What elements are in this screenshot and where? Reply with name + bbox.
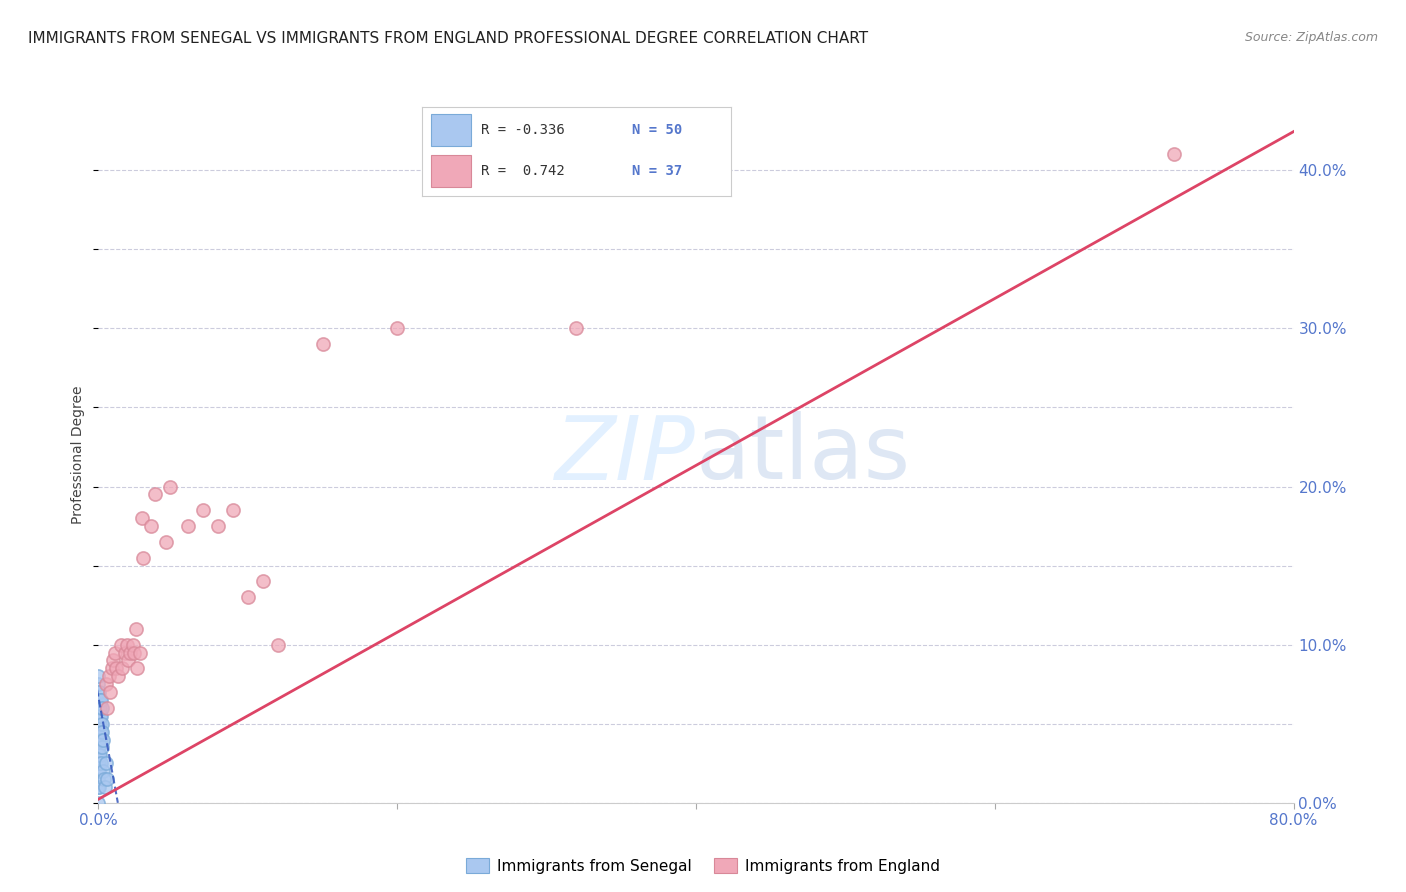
Point [87, 708, 110, 723]
Text: N = 37: N = 37 [633, 164, 682, 178]
Point [87, 693, 110, 707]
FancyBboxPatch shape [432, 155, 471, 187]
Point [91, 701, 114, 715]
Point [89, 748, 111, 763]
Point [89, 724, 111, 739]
Point [132, 550, 155, 565]
Point [87, 708, 110, 723]
Point [87, 732, 110, 747]
Point [143, 487, 166, 501]
Point [87, 764, 110, 779]
Point [565, 321, 588, 335]
Point [87, 780, 110, 794]
Point [89, 693, 111, 707]
Text: Source: ZipAtlas.com: Source: ZipAtlas.com [1244, 31, 1378, 45]
Point [87, 677, 110, 691]
Point [87, 740, 110, 755]
Point [110, 638, 132, 652]
Point [87, 748, 110, 763]
Point [155, 534, 177, 549]
Point [267, 638, 290, 652]
Point [91, 764, 114, 779]
Point [89, 740, 111, 755]
Point [87, 780, 110, 794]
Point [139, 519, 162, 533]
Point [1163, 147, 1185, 161]
Point [89, 724, 111, 739]
Point [87, 701, 110, 715]
Point [87, 685, 110, 699]
Point [177, 519, 200, 533]
Point [94, 756, 117, 771]
Point [222, 503, 245, 517]
Point [121, 638, 143, 652]
Point [87, 701, 110, 715]
Point [89, 756, 111, 771]
Text: IMMIGRANTS FROM SENEGAL VS IMMIGRANTS FROM ENGLAND PROFESSIONAL DEGREE CORRELATI: IMMIGRANTS FROM SENEGAL VS IMMIGRANTS FR… [28, 31, 869, 46]
Text: ZIP: ZIP [555, 412, 696, 498]
Point [111, 661, 134, 675]
Point [87, 716, 110, 731]
Point [87, 716, 110, 731]
Point [87, 693, 110, 707]
Point [105, 661, 128, 675]
Point [100, 685, 122, 699]
Point [90, 740, 112, 755]
Legend: Immigrants from Senegal, Immigrants from England: Immigrants from Senegal, Immigrants from… [460, 852, 946, 880]
Point [87, 772, 110, 786]
Point [89, 748, 111, 763]
Point [114, 646, 136, 660]
Point [89, 716, 111, 731]
Point [117, 653, 139, 667]
Point [311, 337, 333, 351]
Text: R = -0.336: R = -0.336 [481, 123, 564, 137]
Point [93, 772, 115, 786]
Point [103, 653, 125, 667]
Point [93, 732, 115, 747]
Text: R =  0.742: R = 0.742 [481, 164, 564, 178]
Point [115, 638, 138, 652]
Point [97, 669, 120, 683]
FancyBboxPatch shape [432, 114, 471, 146]
Point [207, 519, 229, 533]
Point [129, 646, 152, 660]
Point [87, 669, 110, 683]
Point [90, 756, 112, 771]
Point [87, 796, 110, 810]
Point [236, 591, 259, 605]
Text: N = 50: N = 50 [633, 123, 682, 137]
Point [96, 772, 118, 786]
Point [159, 479, 181, 493]
Point [89, 732, 111, 747]
Point [89, 701, 111, 715]
Point [385, 321, 409, 335]
Point [87, 764, 110, 779]
Point [89, 708, 111, 723]
Point [89, 701, 111, 715]
Text: atlas: atlas [696, 411, 911, 499]
Point [90, 708, 112, 723]
Point [107, 669, 129, 683]
Point [89, 685, 111, 699]
Point [118, 646, 141, 660]
Y-axis label: Professional Degree: Professional Degree [72, 385, 86, 524]
Point [131, 511, 153, 525]
Point [96, 701, 118, 715]
Point [87, 732, 110, 747]
Point [252, 574, 274, 589]
Point [90, 716, 112, 731]
Point [124, 646, 146, 660]
Point [125, 622, 148, 636]
Point [191, 503, 214, 517]
Point [90, 693, 112, 707]
Point [127, 661, 149, 675]
Point [101, 661, 124, 675]
Point [91, 724, 114, 739]
Point [93, 780, 115, 794]
Point [104, 646, 127, 660]
Point [87, 724, 110, 739]
Point [94, 677, 117, 691]
Point [87, 756, 110, 771]
Point [90, 732, 112, 747]
